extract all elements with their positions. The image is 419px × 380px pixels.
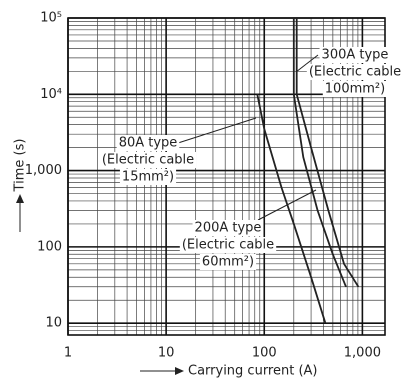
y-tick-label: 1,000 <box>25 163 62 178</box>
label-bg <box>319 47 391 63</box>
label-bg <box>99 152 197 168</box>
annotation: (Electric cable <box>102 153 194 168</box>
curve <box>256 94 327 324</box>
y-axis-label: Time (s) <box>13 139 28 193</box>
annotation: 100mm²) <box>325 82 385 97</box>
curve <box>292 18 347 288</box>
leader-line <box>295 54 319 73</box>
x-tick-label: 1,000 <box>344 346 381 361</box>
y-tick-label: 10⁴ <box>40 87 62 102</box>
annotation: 300A type <box>322 48 389 63</box>
curve <box>295 18 360 288</box>
annotation: 15mm²) <box>122 170 174 185</box>
y-arrowhead <box>16 194 24 203</box>
annotation: 80A type <box>119 136 178 151</box>
y-tick-label: 100 <box>37 239 62 254</box>
label-bg <box>119 169 177 185</box>
annotation: 200A type <box>195 221 262 236</box>
label-bg <box>199 254 257 270</box>
label-bg <box>116 135 180 151</box>
y-tick-label: 10⁵ <box>40 11 62 26</box>
annotation: (Electric cable <box>309 65 401 80</box>
label-bg <box>179 237 277 253</box>
x-axis-label: Carrying current (A) <box>188 364 318 379</box>
y-tick-label: 10 <box>45 316 62 331</box>
x-tick-label: 100 <box>252 346 277 361</box>
label-bg <box>306 64 404 80</box>
x-arrowhead <box>175 367 184 375</box>
label-bg <box>192 220 264 236</box>
leader-line <box>177 117 257 144</box>
x-tick-label: 1 <box>64 346 72 361</box>
x-tick-label: 10 <box>158 346 175 361</box>
leader-line <box>257 189 317 221</box>
plot-frame <box>67 17 386 336</box>
annotation: (Electric cable <box>182 238 274 253</box>
label-bg <box>322 81 388 97</box>
annotation: 60mm²) <box>202 255 254 270</box>
